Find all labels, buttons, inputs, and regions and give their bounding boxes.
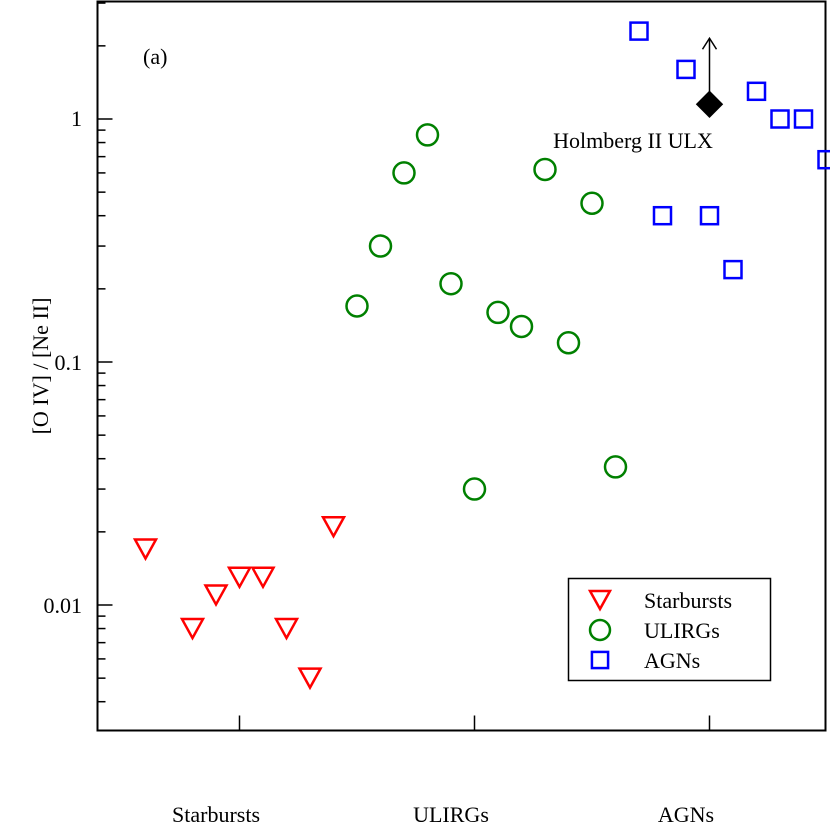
ulirgs-point bbox=[556, 331, 581, 355]
category-label-starbursts: Starbursts bbox=[172, 802, 260, 827]
legend-marker-ulirgs bbox=[588, 618, 612, 642]
ulirgs-point bbox=[509, 314, 534, 339]
ulirgs-point bbox=[486, 300, 510, 325]
agns-point bbox=[699, 205, 720, 226]
agns-point bbox=[629, 21, 649, 41]
agns-point bbox=[652, 205, 673, 226]
annotation-label: Holmberg II ULX bbox=[553, 128, 713, 153]
y-axis-label: [O IV] / [Ne II] bbox=[28, 298, 53, 435]
axis-ticks bbox=[97, 2, 711, 731]
agns-point bbox=[817, 149, 830, 170]
agns-point bbox=[770, 109, 790, 129]
starbursts-point bbox=[132, 538, 159, 562]
holmberg-annotation: Holmberg II ULX bbox=[553, 36, 724, 153]
panel-label: (a) bbox=[143, 44, 167, 69]
starbursts-point bbox=[203, 584, 229, 608]
agns-point bbox=[676, 59, 696, 80]
ulirgs-point bbox=[345, 294, 369, 318]
data-points bbox=[132, 21, 830, 691]
starbursts-point bbox=[297, 667, 323, 691]
ulirgs-point bbox=[603, 455, 628, 479]
legend-label-ulirgs: ULIRGs bbox=[644, 618, 720, 643]
ulirgs-point bbox=[580, 191, 604, 216]
legend-marker-starbursts bbox=[587, 589, 613, 612]
ulirgs-point bbox=[368, 234, 393, 258]
plot-frame bbox=[96, 0, 827, 732]
legend-marker-agns bbox=[590, 650, 610, 670]
y-tick-label-0.01: 0.01 bbox=[44, 593, 83, 618]
starbursts-point bbox=[273, 617, 300, 641]
series-starbursts bbox=[132, 515, 347, 691]
ulirgs-point bbox=[462, 477, 487, 501]
legend: Starbursts ULIRGs AGNs bbox=[567, 577, 772, 682]
ulirgs-point bbox=[533, 157, 557, 182]
legend-label-agns: AGNs bbox=[644, 648, 700, 673]
ulirgs-point bbox=[415, 123, 440, 147]
starbursts-point bbox=[250, 566, 276, 590]
holmberg-ulx-point bbox=[695, 90, 724, 118]
category-label-ulirgs: ULIRGs bbox=[413, 802, 489, 827]
category-label-agns: AGNs bbox=[658, 802, 714, 827]
agns-point bbox=[793, 109, 814, 129]
ulirgs-point bbox=[392, 161, 416, 185]
series-agns bbox=[629, 21, 830, 280]
ulirgs-point bbox=[439, 271, 463, 296]
starbursts-point bbox=[226, 566, 253, 590]
agns-point bbox=[723, 259, 743, 280]
y-tick-label-1: 1 bbox=[71, 106, 82, 131]
series-ulirgs bbox=[345, 123, 628, 501]
agns-point bbox=[746, 81, 767, 102]
legend-label-starbursts: Starbursts bbox=[644, 588, 732, 613]
legend-box bbox=[567, 577, 772, 682]
starbursts-point bbox=[179, 617, 206, 641]
lower-limit-arrowhead bbox=[701, 36, 718, 50]
y-tick-label-0.1: 0.1 bbox=[55, 350, 83, 375]
starbursts-point bbox=[320, 515, 347, 539]
